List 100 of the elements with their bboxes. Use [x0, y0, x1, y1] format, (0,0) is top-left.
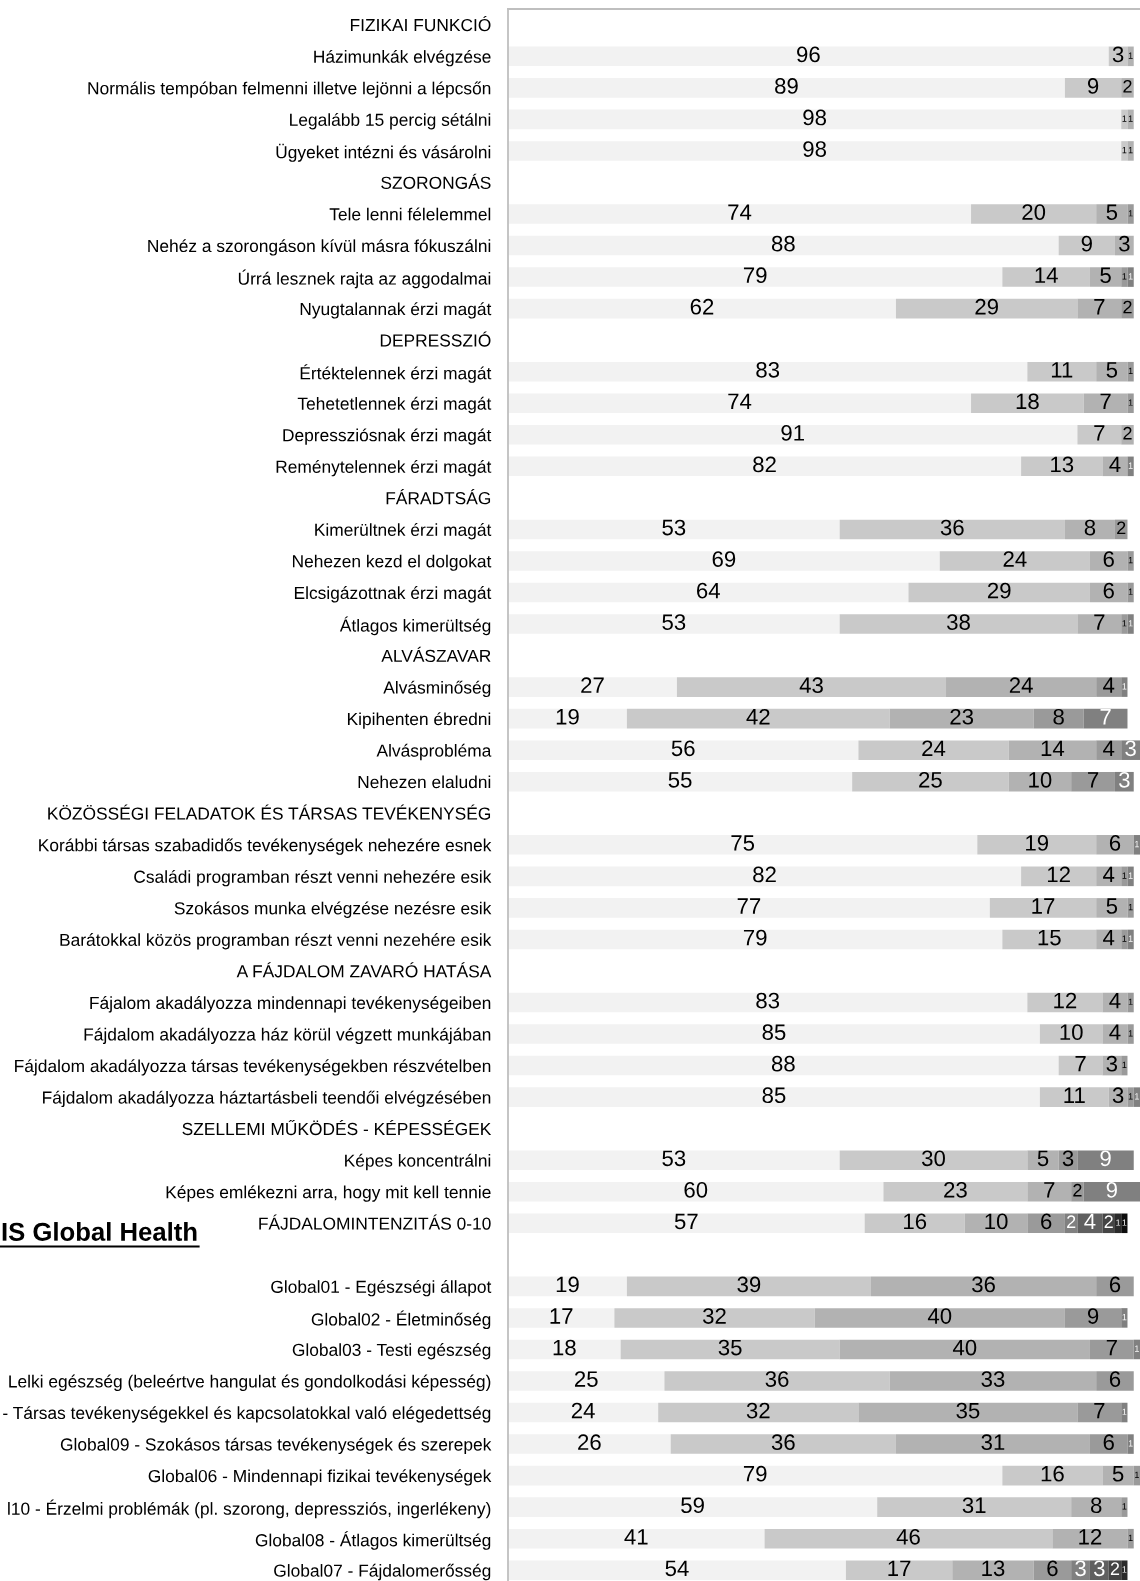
data-label: 83	[756, 992, 780, 1009]
y-tick-label: Tele lenni félelemmel	[329, 207, 491, 221]
bar	[1121, 1308, 1128, 1328]
y-tick-label: KÖZÖSSÉGI FELADATOK ÉS TÁRSAS TEVÉKENYSÉG	[48, 804, 491, 820]
data-label: 36	[972, 1276, 995, 1293]
bar	[1127, 551, 1134, 571]
bar	[1127, 204, 1134, 224]
data-label: 42	[746, 708, 770, 725]
bar	[1033, 1560, 1072, 1581]
data-label: 10	[985, 1213, 1008, 1230]
data-label: 5	[1106, 898, 1118, 914]
data-label: 25	[919, 771, 942, 788]
data-label: 27	[581, 677, 604, 693]
data-label: 3	[1119, 235, 1130, 252]
data-label: 4	[1103, 740, 1115, 756]
y-tick-label: Depressziósnak érzi magát	[283, 428, 492, 445]
bar	[1127, 898, 1134, 918]
data-label: 6	[1041, 1213, 1052, 1230]
bar	[1083, 393, 1128, 414]
data-label: 79	[743, 929, 767, 946]
data-label: 24	[922, 740, 946, 756]
data-label: 4	[1109, 1024, 1121, 1040]
bar	[1127, 614, 1134, 634]
data-label: 16	[904, 1213, 927, 1230]
data-label: 56	[671, 740, 695, 757]
data-label: 35	[718, 1339, 742, 1356]
data-label: 16	[1041, 1465, 1064, 1482]
data-label: 36	[771, 1434, 795, 1451]
bar	[1064, 519, 1115, 540]
data-label: 23	[950, 708, 974, 725]
y-tick-label: Kimerültnek érzi magát	[315, 523, 492, 540]
y-tick-label: Szokásos munka elvégzése nezésre esik	[174, 901, 492, 918]
data-label: 40	[927, 1308, 952, 1324]
data-label: 91	[781, 425, 804, 441]
y-tick-label: ALVÁSZAVAR	[381, 646, 491, 663]
data-label: 14	[1035, 267, 1058, 283]
data-label: 19	[1026, 835, 1049, 851]
bar	[1027, 992, 1103, 1013]
bar	[508, 141, 1122, 161]
data-label: 36	[940, 519, 964, 536]
bar	[1058, 1055, 1103, 1076]
data-label: 6	[1109, 1371, 1121, 1387]
bar	[508, 866, 1022, 887]
y-tick-label: DEPRESSZIÓ	[380, 331, 491, 347]
y-tick-label: Nyugtalannak érzi magát	[300, 302, 492, 319]
data-label: 26	[578, 1434, 601, 1451]
bar	[839, 1150, 1028, 1170]
bar	[1021, 456, 1103, 477]
data-label: 33	[981, 1371, 1005, 1387]
bar	[1121, 1497, 1128, 1517]
bar	[1121, 1560, 1128, 1581]
data-label: 62	[690, 298, 714, 315]
bar	[1077, 1402, 1122, 1423]
bar	[1127, 361, 1134, 382]
data-label: 7	[1075, 1056, 1086, 1072]
data-label: 1	[1128, 462, 1133, 469]
data-label: 98	[803, 109, 827, 126]
data-label: 6	[1109, 835, 1121, 851]
bar	[1127, 1087, 1134, 1107]
bar	[508, 1339, 621, 1360]
bar	[839, 1339, 1090, 1360]
bar	[1121, 677, 1128, 697]
bar	[1127, 1528, 1134, 1549]
bar	[626, 708, 890, 729]
bar	[508, 46, 1109, 67]
bar	[1027, 1150, 1059, 1170]
data-label: 1	[1122, 1503, 1127, 1510]
data-label: 1	[1135, 840, 1139, 848]
bar	[508, 582, 909, 603]
bar	[1071, 771, 1115, 792]
data-label: 18	[553, 1339, 576, 1356]
data-label: 3	[1125, 740, 1136, 757]
data-label: 3	[1075, 1560, 1086, 1577]
data-label: 24	[1009, 677, 1033, 693]
data-label: 7	[1088, 772, 1099, 788]
data-label: 6	[1103, 582, 1114, 599]
bar	[1127, 582, 1134, 603]
bar	[508, 456, 1022, 477]
data-label: 9	[1100, 1150, 1111, 1167]
data-label: 40	[952, 1339, 977, 1356]
data-label: 8	[1090, 1497, 1102, 1514]
data-label: 1	[1128, 273, 1133, 280]
y-tick-label: Családi programban részt venni nehezére esik	[134, 869, 492, 887]
bar	[1096, 1371, 1134, 1391]
data-label: 1	[1135, 1345, 1139, 1352]
bar	[1127, 992, 1134, 1013]
bar	[508, 1087, 1040, 1107]
bar	[864, 1213, 965, 1234]
bar	[1127, 1024, 1134, 1044]
data-label: 1	[1135, 1471, 1139, 1478]
data-label: 9	[1081, 235, 1092, 252]
bar	[508, 898, 990, 918]
bar	[1102, 1465, 1134, 1486]
bar	[508, 929, 1003, 950]
y-tick-label: Fájdalom akadályozza társas tevékenységekben részvételben	[15, 1059, 491, 1076]
y-tick-label: Képes emlékezni arra, hogy mit kell tennie	[166, 1185, 491, 1202]
data-label: 6	[1103, 1434, 1114, 1451]
bar	[508, 361, 1028, 382]
data-label: 4	[1109, 456, 1121, 473]
data-label: 74	[728, 204, 752, 220]
